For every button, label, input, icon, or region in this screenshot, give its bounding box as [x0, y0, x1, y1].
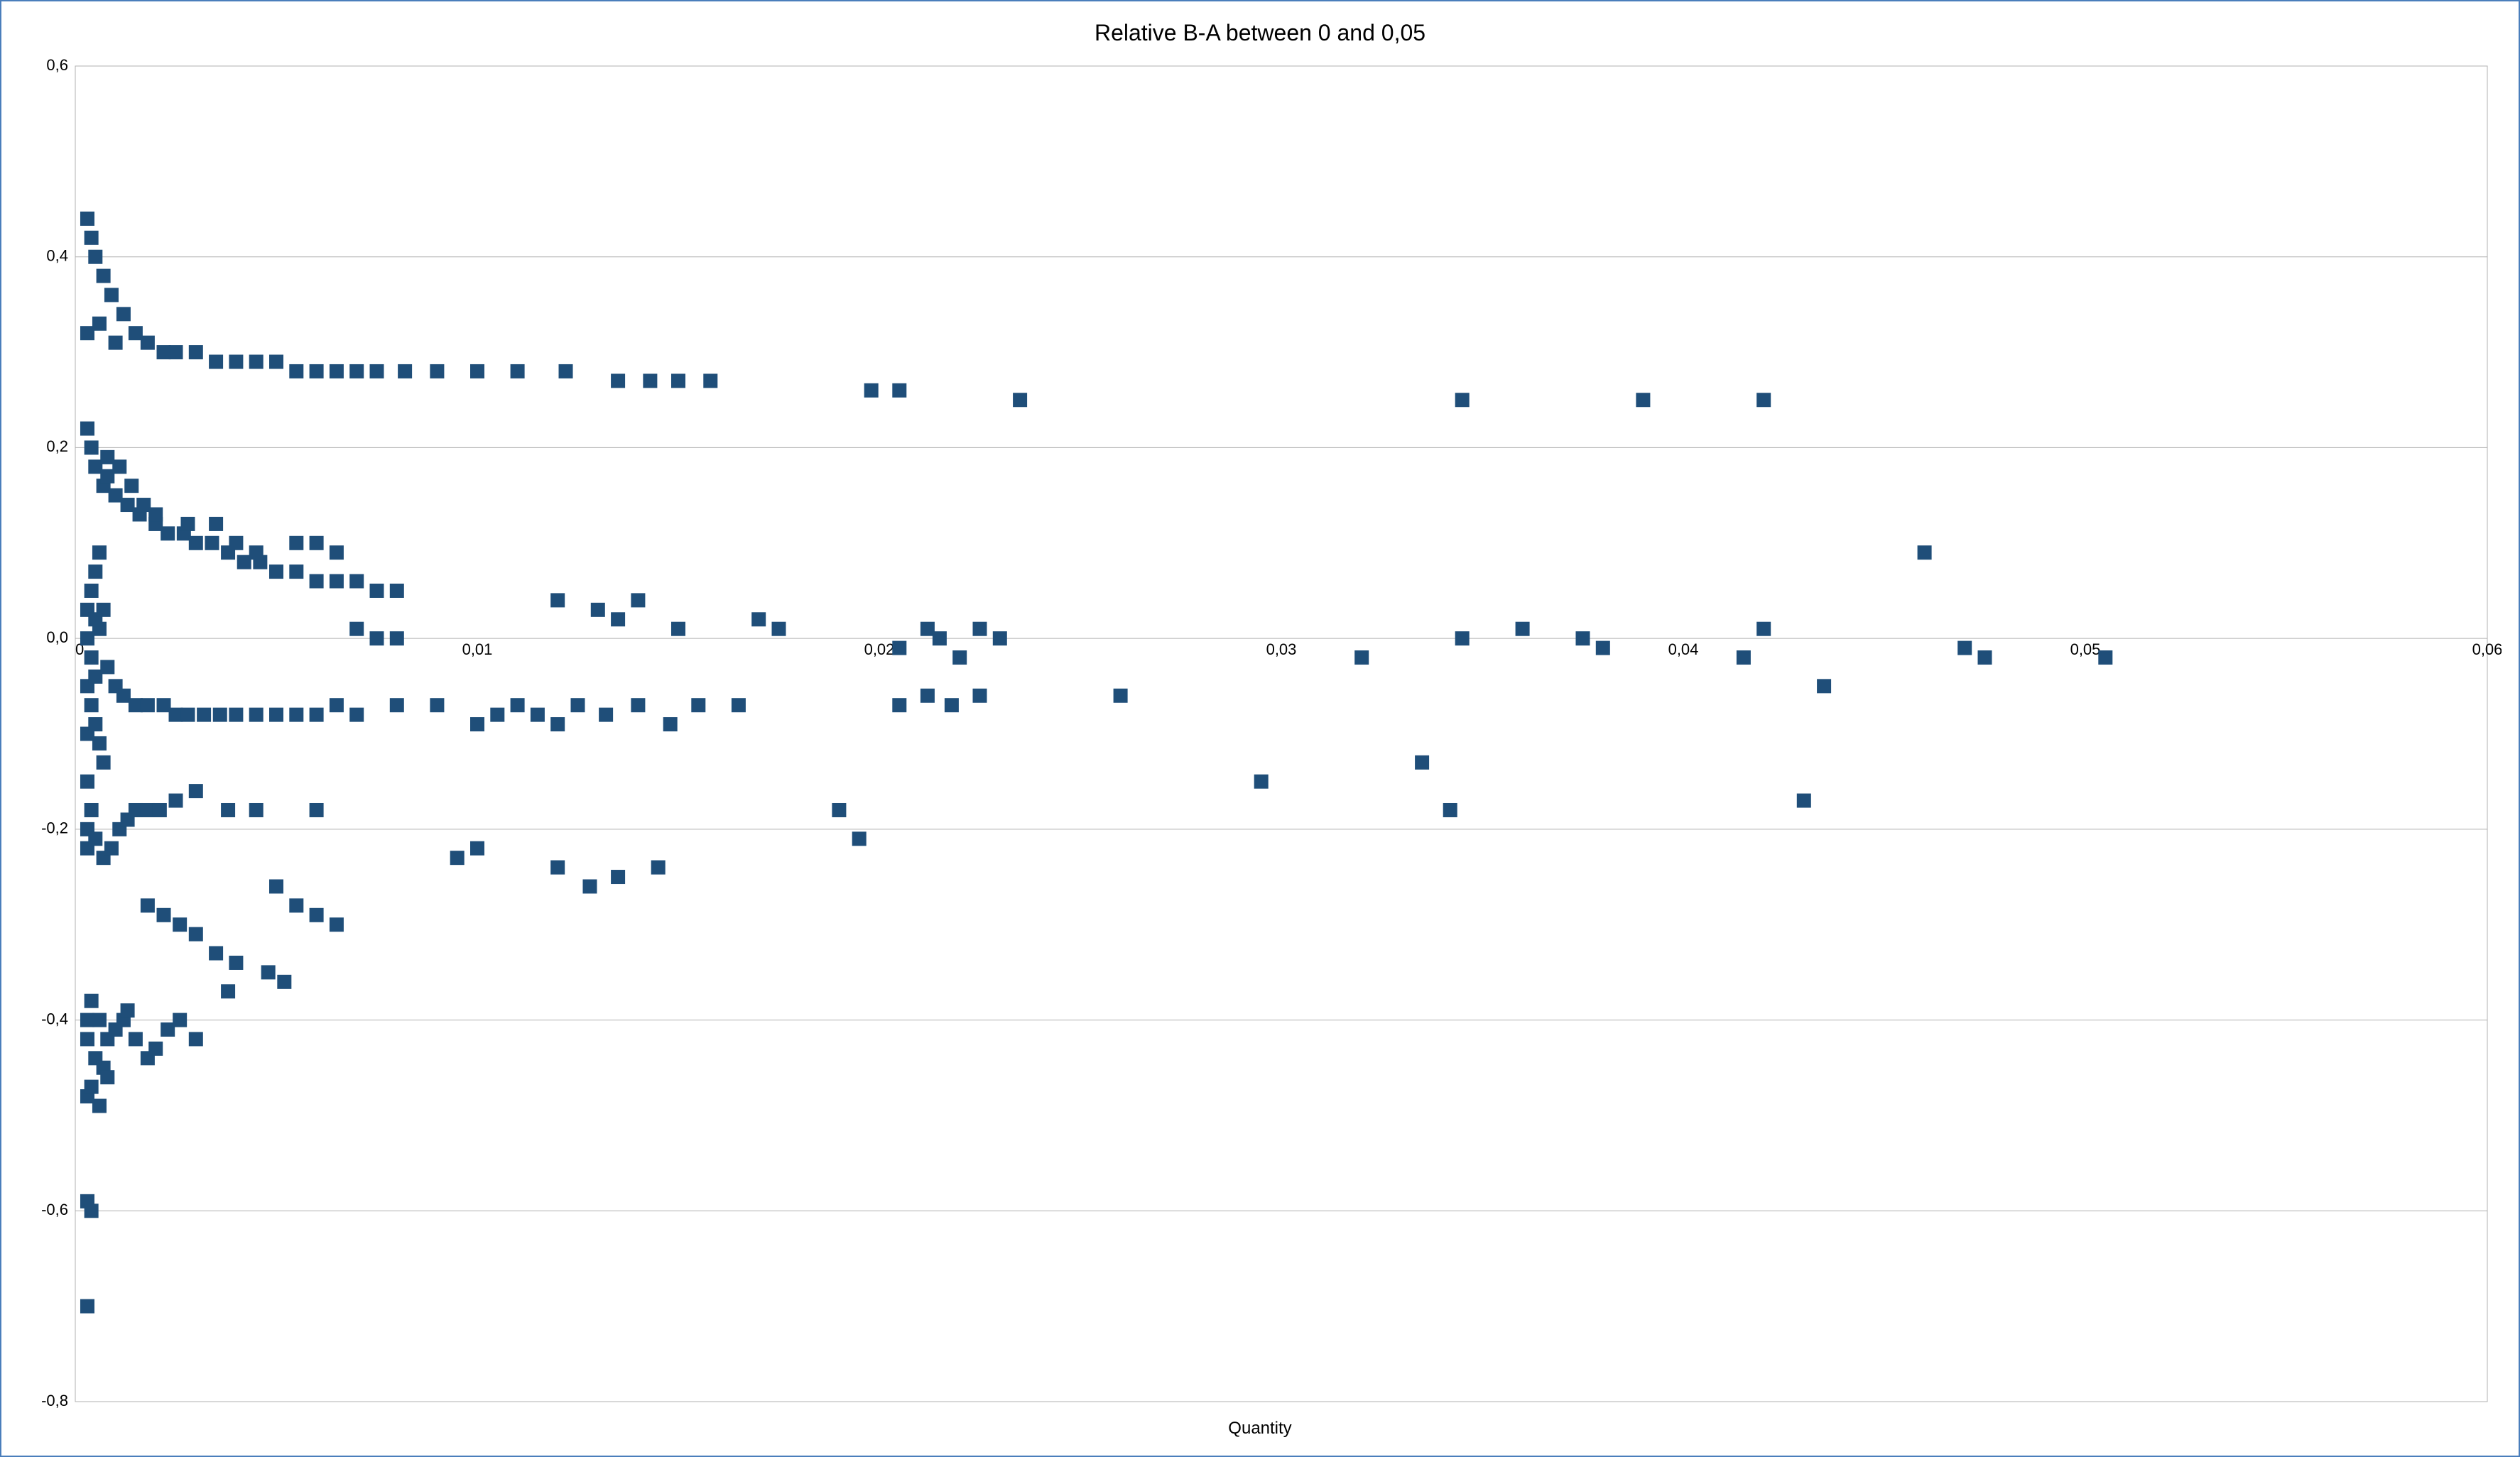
x-tick-label: 0,05 [2070, 640, 2101, 658]
y-tick-label: 0,6 [46, 59, 68, 74]
y-tick-label: -0,4 [41, 1010, 68, 1027]
x-tick-label: 0,02 [864, 640, 895, 658]
y-tick-label: -0,2 [41, 819, 68, 837]
chart-frame: Relative B-A between 0 and 0,05 -0,8 -0,6… [0, 0, 2520, 1457]
y-tick-label: 0,0 [46, 628, 68, 646]
y-tick-label: 0,2 [46, 437, 68, 455]
x-tick-label: 0,04 [1668, 640, 1699, 658]
y-tick-label: -0,8 [41, 1392, 68, 1409]
x-tick-label: 0,06 [2472, 640, 2502, 658]
x-tick-label: 0,01 [462, 640, 493, 658]
scatter-chart-svg: -0,8-0,6-0,4-0,20,00,20,40,600,010,020,0… [18, 59, 2502, 1409]
x-tick-label: 0,03 [1266, 640, 1297, 658]
y-tick-label: -0,6 [41, 1201, 68, 1218]
chart-title: Relative B-A between 0 and 0,05 [18, 20, 2502, 46]
plot-area: -0,8-0,6-0,4-0,20,00,20,40,600,010,020,0… [18, 59, 2502, 1409]
x-axis-label: Quantity [18, 1419, 2502, 1439]
y-tick-label: 0,4 [46, 247, 68, 265]
